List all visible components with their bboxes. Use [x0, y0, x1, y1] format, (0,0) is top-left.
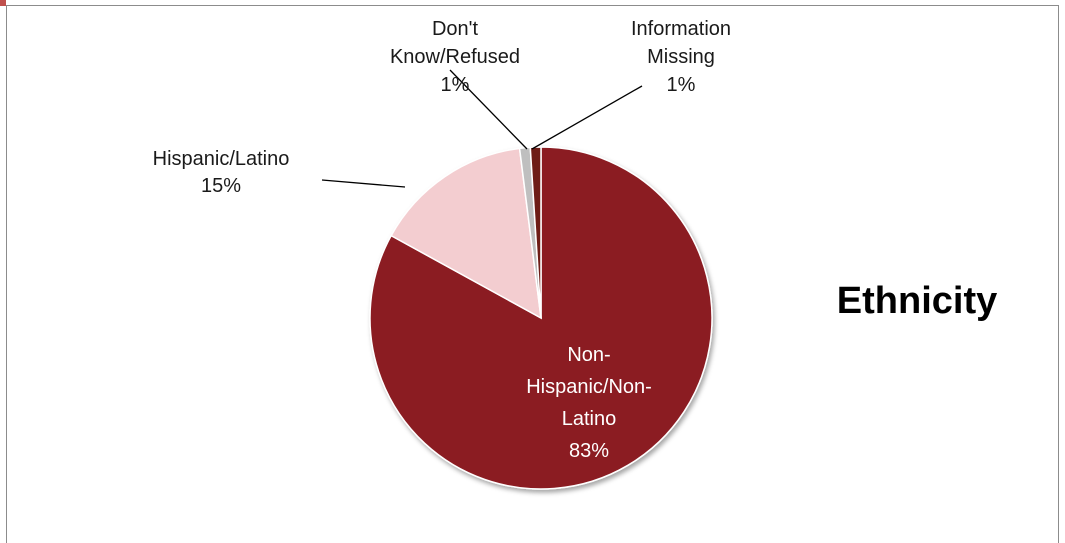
chart-title: Ethnicity — [837, 280, 997, 322]
leader-line-dont-know-refused — [449, 69, 528, 150]
pie-slices — [369, 146, 713, 490]
top-accent-mark — [0, 0, 6, 6]
slice-label-non-hispanic-non-latino: Non-Hispanic/Non-Latino 83% — [526, 344, 652, 462]
slice-non-hispanic-non-latino — [369, 146, 713, 490]
slice-labels: Non-Hispanic/Non-Latino 83% Hispanic/Latin… — [153, 18, 731, 462]
leader-line-hispanic-latino — [321, 179, 406, 188]
slice-label-information-missing: Information Missing 1% — [631, 18, 731, 96]
leader-lines — [321, 69, 643, 188]
slice-hispanic-latino — [390, 147, 542, 320]
slice-label-dont-know-refused: Don't Know/Refused 1% — [390, 18, 520, 96]
slice-label-hispanic-latino: Hispanic/Latino 15% — [153, 148, 290, 197]
leader-line-information-missing — [531, 85, 643, 150]
